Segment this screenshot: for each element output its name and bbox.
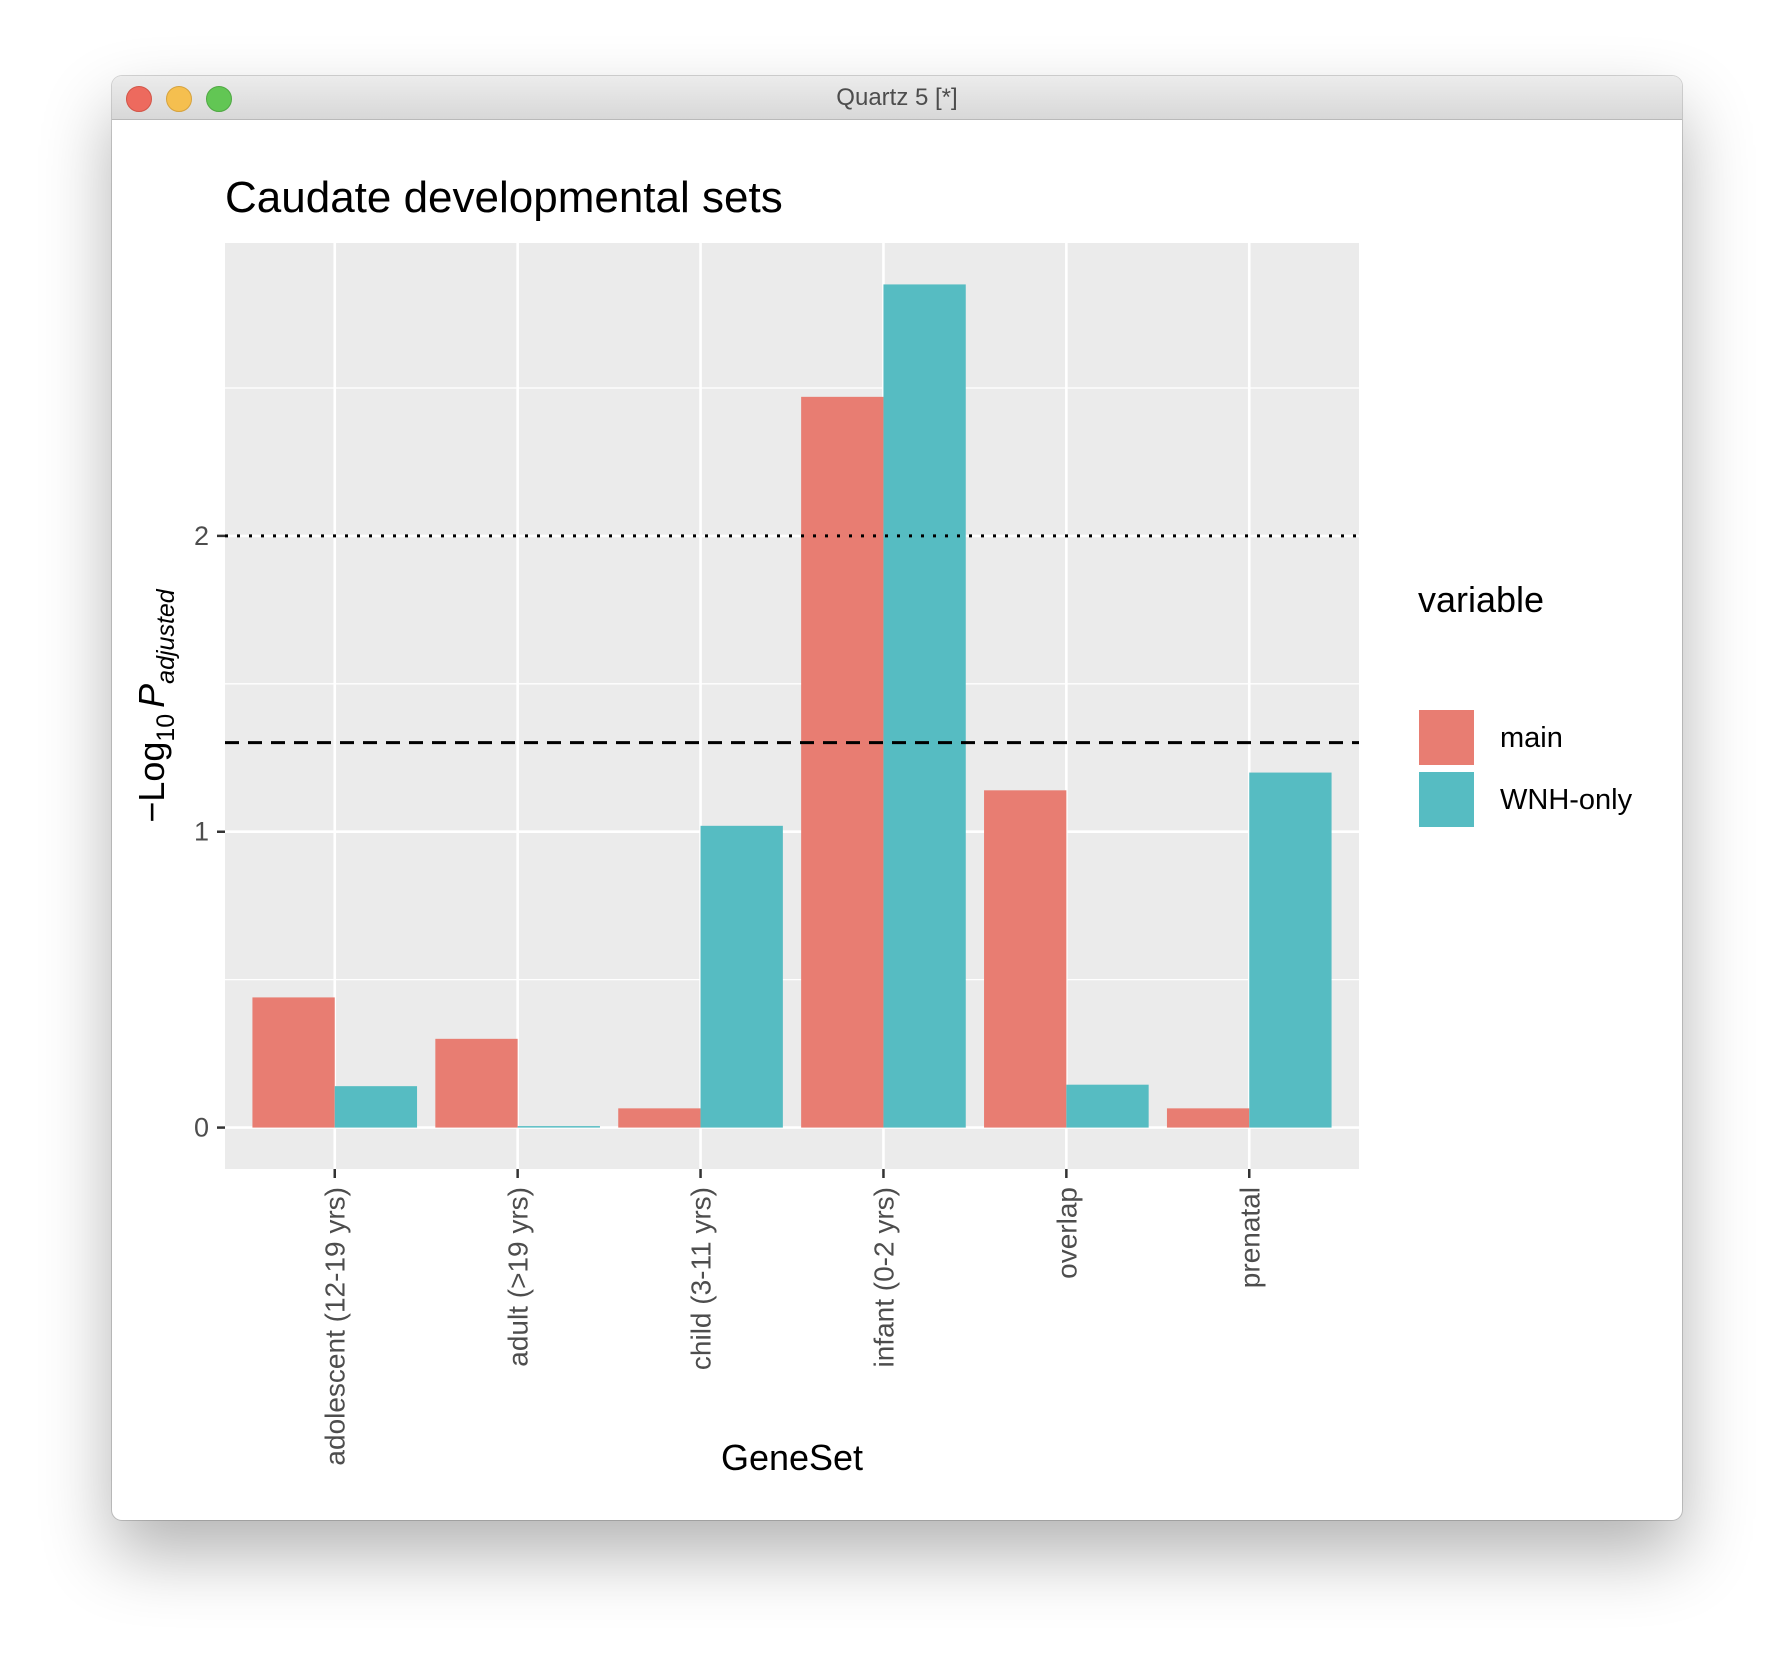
quartz-window: Quartz 5 [*] Caudate developmental sets … — [112, 76, 1682, 1520]
y-tick-label: 0 — [194, 1113, 209, 1143]
y-axis: 0 1 2 — [194, 521, 225, 1143]
legend-label: WNH-only — [1500, 784, 1633, 816]
bar-main-3 — [618, 1108, 701, 1128]
legend-title: variable — [1418, 579, 1544, 620]
window-title: Quartz 5 [*] — [836, 84, 958, 111]
x-tick-label: adolescent (12-19 yrs) — [320, 1187, 351, 1466]
window-titlebar[interactable]: Quartz 5 [*] — [112, 76, 1682, 120]
x-tick-label: overlap — [1051, 1187, 1082, 1279]
bar-main-4 — [801, 396, 884, 1128]
y-label-subscript: 10 — [152, 714, 180, 742]
legend-items: main WNH-only — [1417, 708, 1633, 829]
legend-key-wnh-only — [1417, 770, 1476, 829]
zoom-button[interactable] — [206, 86, 232, 112]
x-tick-label: adult (>19 yrs) — [503, 1187, 534, 1367]
bar-wnh-only-1 — [334, 1086, 418, 1128]
bar-wnh-only-4 — [883, 284, 966, 1128]
x-axis-label: GeneSet — [721, 1437, 863, 1478]
chart-title: Caudate developmental sets — [225, 173, 783, 222]
bar-wnh-only-6 — [1249, 772, 1332, 1128]
y-axis-label: −Log10 Padjusted — [131, 588, 180, 823]
legend-label: main — [1500, 722, 1563, 754]
minor-gridlines — [225, 387, 1359, 981]
bar-chart: Caudate developmental sets 0 1 2 adolescen… — [131, 173, 1633, 1478]
legend-key-main — [1417, 708, 1476, 767]
bar-wnh-only-2 — [517, 1126, 600, 1128]
y-tick-label: 1 — [194, 817, 209, 847]
bar-main-2 — [435, 1038, 518, 1128]
x-axis: adolescent (12-19 yrs) adult (>19 yrs) chi… — [320, 1169, 1265, 1466]
bar-wnh-only-3 — [700, 825, 783, 1128]
bar-main-5 — [984, 790, 1067, 1128]
bar-wnh-only-5 — [1066, 1084, 1149, 1128]
bar-main-6 — [1166, 1108, 1250, 1128]
bar-main-1 — [252, 997, 335, 1128]
legend: variable main WNH-only — [1417, 579, 1633, 829]
reference-lines — [225, 534, 1359, 745]
x-tick-label: infant (0-2 yrs) — [868, 1187, 899, 1368]
y-label-prefix: −Log — [131, 742, 172, 823]
bars — [252, 284, 1332, 1128]
plot-canvas: Caudate developmental sets 0 1 2 adolescen… — [112, 120, 1682, 1520]
x-tick-label: child (3-11 yrs) — [686, 1187, 717, 1370]
x-tick-label: prenatal — [1234, 1187, 1265, 1288]
minimize-button[interactable] — [166, 86, 192, 112]
plot-panel — [225, 243, 1359, 1169]
y-label-symbol-subscript: adjusted — [152, 588, 180, 684]
y-label-symbol: P — [131, 684, 172, 708]
close-button[interactable] — [126, 86, 152, 112]
y-tick-label: 2 — [194, 521, 209, 551]
